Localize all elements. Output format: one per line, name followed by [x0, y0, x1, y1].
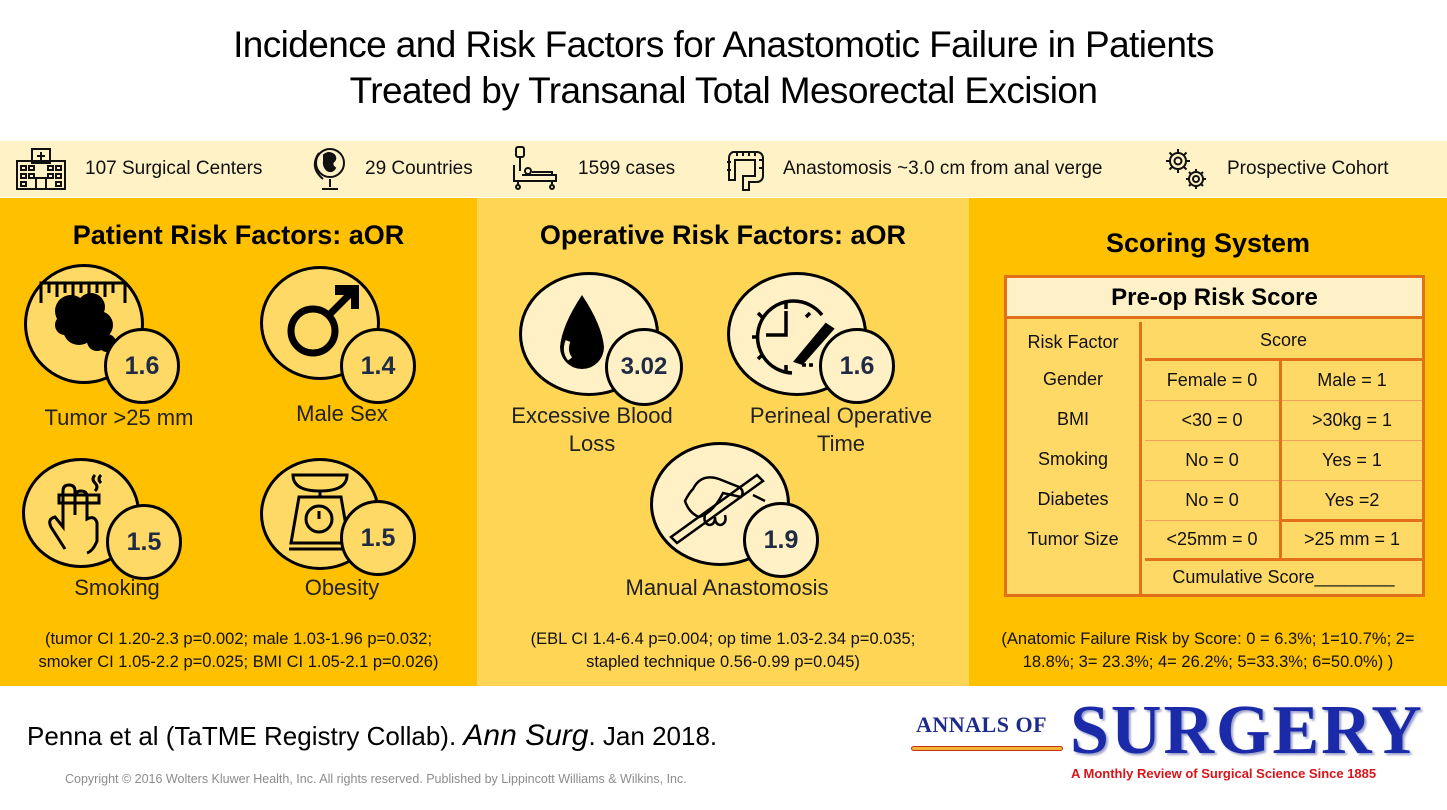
tumor-label: Tumor >25 mm: [44, 405, 194, 430]
pre-op-risk-score-table: Pre-op Risk Score Risk Factor Gender BMI…: [1004, 275, 1425, 597]
intestine-icon: [727, 151, 764, 191]
patient-risk-footnote: (tumor CI 1.20-2.3 p=0.002; male 1.03-1.…: [38, 630, 439, 671]
scoring-footnote: (Anatomic Failure Risk by Score: 0 = 6.3…: [1001, 630, 1415, 671]
study-stats-bar: 107 Surgical Centers 29 Countries: [0, 141, 1447, 197]
blood-loss-aor-badge: 3.02: [605, 328, 683, 406]
obesity-aor-badge: 1.5: [340, 500, 416, 576]
tumor-ruler-icon: [24, 264, 144, 384]
stat-countries: 29 Countries: [313, 141, 473, 197]
blood-loss-label: Excessive Blood Loss: [511, 403, 673, 456]
smoking-label: Smoking: [74, 575, 160, 600]
score-tumor-high: >25 mm = 1: [1303, 529, 1401, 549]
male-sex-label: Male Sex: [296, 401, 388, 426]
factor-obesity: 1.5 Obesity: [260, 458, 420, 608]
factor-blood-loss: 3.02 Excessive Blood Loss: [497, 272, 707, 472]
citation: Penna et al (TaTME Registry Collab). Ann…: [27, 719, 717, 753]
operative-risk-heading: Operative Risk Factors: aOR: [539, 220, 907, 250]
factor-tumor: 1.6 Tumor >25 mm: [24, 264, 224, 434]
logo-underline: [911, 746, 1063, 751]
cumulative-score: Cumulative Score________: [1172, 567, 1395, 587]
factor-gender: Gender: [1042, 368, 1104, 389]
score-bmi-high: >30kg = 1: [1311, 410, 1393, 430]
male-sex-aor-badge: 1.4: [340, 328, 416, 404]
operative-time-label: Perineal Operative Time: [749, 403, 933, 456]
citation-authors: Penna et al (TaTME Registry Collab).: [27, 721, 464, 751]
operative-risk-panel: Operative Risk Factors: aOR 3.02 Excessi…: [477, 198, 969, 686]
stat-label: Anastomosis ~3.0 cm from anal verge: [783, 158, 1103, 179]
factor-bmi: BMI: [1056, 408, 1089, 429]
stat-label: 1599 cases: [578, 158, 676, 179]
scoring-system-panel: Scoring System Pre-op Risk Score Risk Fa…: [969, 198, 1447, 686]
patient-bed-icon: [513, 146, 557, 190]
patient-risk-panel: Patient Risk Factors: aOR 1.6 Tumor >25 …: [0, 198, 477, 686]
operative-time-aor-badge: 1.6: [819, 328, 895, 404]
score-smoking-low: No = 0: [1185, 450, 1239, 470]
factor-diabetes: Diabetes: [1037, 488, 1109, 509]
score-bmi-low: <30 = 0: [1181, 410, 1243, 430]
stat-surgical-centers: 107 Surgical Centers: [15, 141, 262, 197]
score-diabetes-low: No = 0: [1185, 490, 1239, 510]
factor-male-sex: 1.4 Male Sex: [260, 266, 420, 436]
smoking-aor-badge: 1.5: [106, 504, 182, 580]
manual-anastomosis-label: Manual Anastomosis: [625, 575, 829, 600]
operative-risk-footnote: (EBL CI 1.4-6.4 p=0.004; op time 1.03-2.…: [530, 630, 916, 671]
factor-smoking: Smoking: [1037, 448, 1109, 469]
factor-manual-anastomosis: 1.9 Manual Anastomosis: [617, 442, 837, 612]
globe-icon: [313, 148, 345, 190]
hospital-icon: [16, 148, 66, 190]
stat-label: 107 Surgical Centers: [85, 158, 263, 179]
scoring-system-heading: Scoring System: [1105, 228, 1311, 258]
header-risk-factor: Risk Factor: [1027, 331, 1119, 352]
stat-label: Prospective Cohort: [1227, 158, 1389, 179]
title-line-1: Incidence and Risk Factors for Anastomot…: [233, 24, 1214, 65]
factor-smoking: 1.5 Smoking: [22, 458, 222, 608]
factor-tumor-size: Tumor Size: [1027, 528, 1119, 549]
tumor-aor-badge: 1.6: [104, 328, 180, 404]
logo-tagline: A Monthly Review of Surgical Science Sin…: [1071, 766, 1377, 781]
citation-journal: Ann Surg: [463, 719, 589, 752]
score-smoking-high: Yes = 1: [1322, 450, 1382, 470]
annals-of-surgery-logo: ANNALS OF SURGERY A Monthly Review of Su…: [908, 696, 1438, 781]
risk-factor-column: Risk Factor Gender BMI Smoking Diabetes …: [1007, 322, 1142, 594]
stat-anastomosis-distance: Anastomosis ~3.0 cm from anal verge: [725, 141, 1102, 197]
factor-operative-time: 1.6 Perineal Operative Time: [725, 272, 955, 472]
score-diabetes-high: Yes =2: [1324, 490, 1380, 510]
table-title: Pre-op Risk Score: [1007, 278, 1422, 319]
stat-study-design: Prospective Cohort: [1163, 141, 1389, 197]
header-score: Score: [1259, 329, 1308, 350]
score-tumor-low: <25mm = 0: [1166, 529, 1258, 549]
title-line-2: Treated by Transanal Total Mesorectal Ex…: [349, 70, 1098, 111]
stat-cases: 1599 cases: [512, 141, 675, 197]
gears-icon: [1166, 149, 1206, 189]
copyright-notice: Copyright © 2016 Wolters Kluwer Health, …: [65, 772, 687, 786]
citation-date: . Jan 2018.: [588, 721, 718, 751]
infographic-title: Incidence and Risk Factors for Anastomot…: [0, 22, 1447, 114]
score-gender-low: Female = 0: [1166, 370, 1258, 390]
logo-annals-of: ANNALS OF: [916, 712, 1048, 737]
logo-surgery: SURGERY: [1070, 692, 1424, 769]
manual-anastomosis-aor-badge: 1.9: [743, 502, 819, 578]
patient-risk-heading: Patient Risk Factors: aOR: [72, 220, 405, 250]
score-gender-high: Male = 1: [1317, 370, 1387, 390]
stat-label: 29 Countries: [365, 158, 473, 179]
obesity-label: Obesity: [304, 575, 380, 600]
